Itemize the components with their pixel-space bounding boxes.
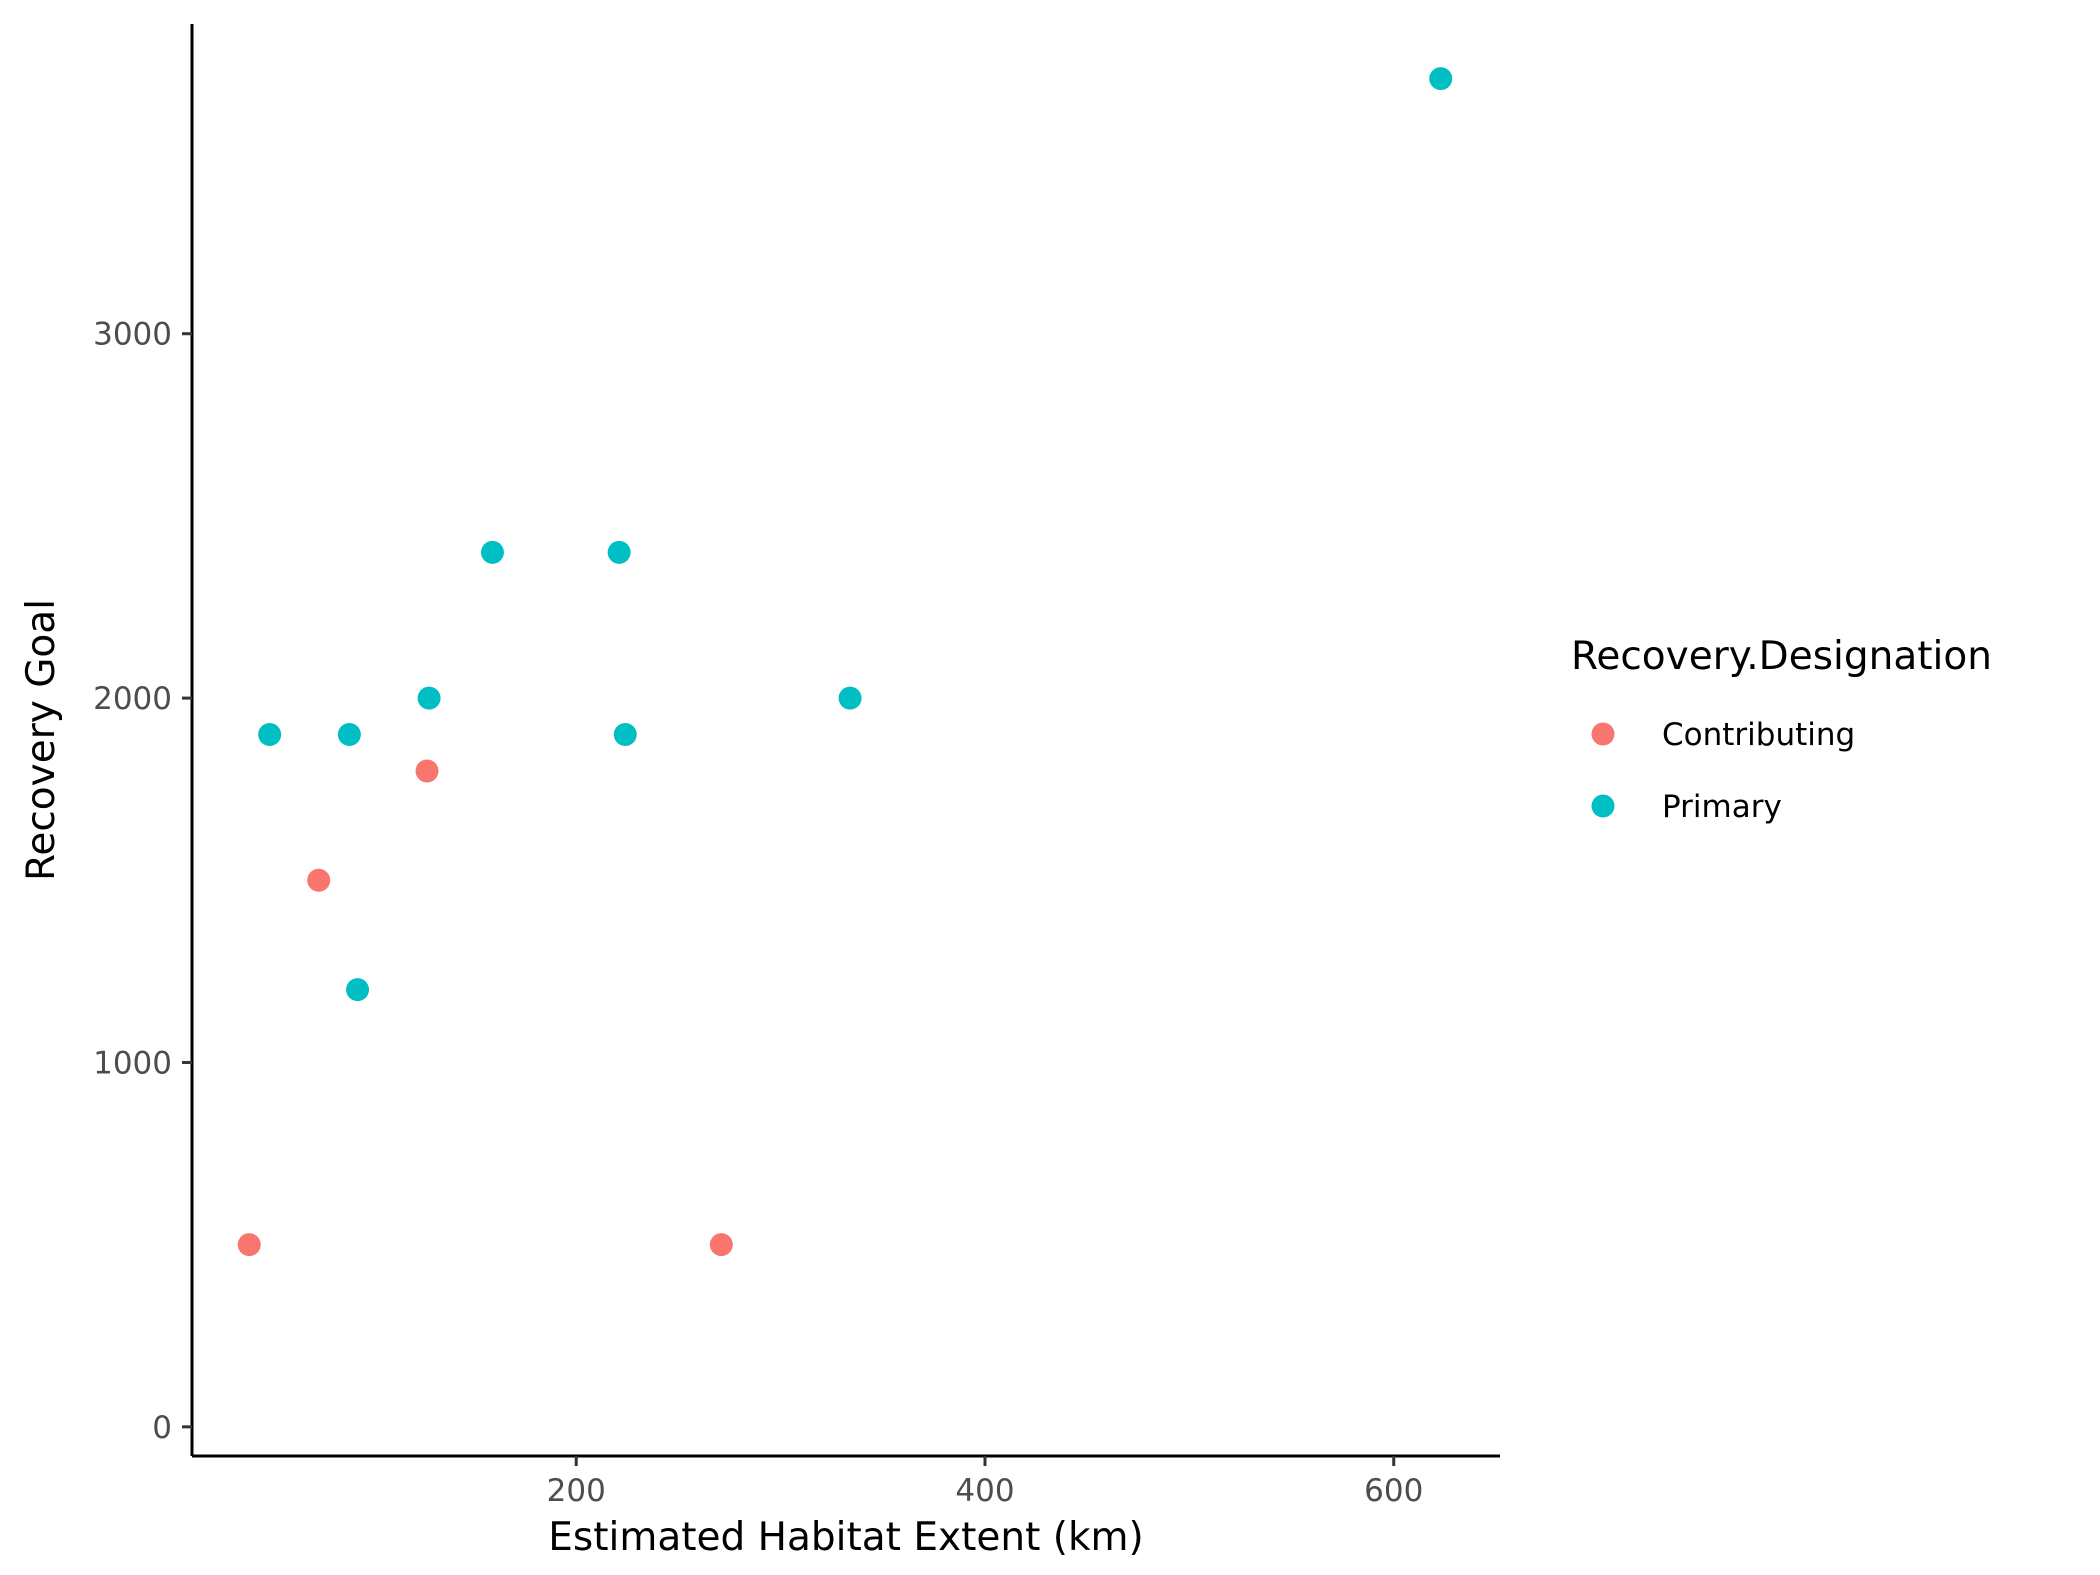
data-point-primary bbox=[480, 540, 504, 564]
x-tick-label: 400 bbox=[955, 1473, 1014, 1509]
y-axis-title: Recovery Goal bbox=[19, 599, 64, 881]
y-tick-label: 3000 bbox=[93, 317, 172, 353]
x-tick-label: 600 bbox=[1364, 1473, 1423, 1509]
data-point-primary bbox=[607, 540, 631, 564]
y-tick-label: 2000 bbox=[93, 681, 172, 717]
data-point-primary bbox=[613, 723, 637, 747]
x-tick-label: 200 bbox=[547, 1473, 606, 1509]
data-point-primary bbox=[417, 686, 441, 710]
data-point-primary bbox=[258, 723, 282, 747]
y-tick-label: 0 bbox=[152, 1410, 172, 1446]
legend-title: Recovery.Designation bbox=[1571, 634, 1992, 679]
legend-key-contributing bbox=[1591, 722, 1615, 746]
y-axis-ticks: 0 1000 2000 3000 bbox=[93, 317, 192, 1446]
data-point-contributing bbox=[307, 868, 331, 892]
legend-label-contributing: Contributing bbox=[1662, 717, 1855, 753]
data-points bbox=[237, 67, 1453, 1257]
data-point-contributing bbox=[237, 1233, 261, 1257]
y-tick-label: 1000 bbox=[93, 1045, 172, 1081]
legend-key-primary bbox=[1591, 794, 1615, 818]
data-point-contributing bbox=[415, 759, 439, 783]
data-point-primary bbox=[337, 723, 361, 747]
data-point-primary bbox=[346, 978, 370, 1002]
legend-label-primary: Primary bbox=[1662, 789, 1782, 825]
data-point-primary bbox=[1429, 67, 1453, 91]
data-point-contributing bbox=[709, 1233, 733, 1257]
x-axis-ticks: 200 400 600 bbox=[547, 1456, 1423, 1509]
legend: Recovery.Designation Contributing Primary bbox=[1571, 634, 1992, 825]
data-point-primary bbox=[838, 686, 862, 710]
legend-items: Contributing Primary bbox=[1591, 717, 1855, 825]
plot-area: 200 400 600 0 1000 2000 3000 bbox=[93, 24, 1500, 1509]
x-axis-title: Estimated Habitat Extent (km) bbox=[548, 1515, 1144, 1560]
